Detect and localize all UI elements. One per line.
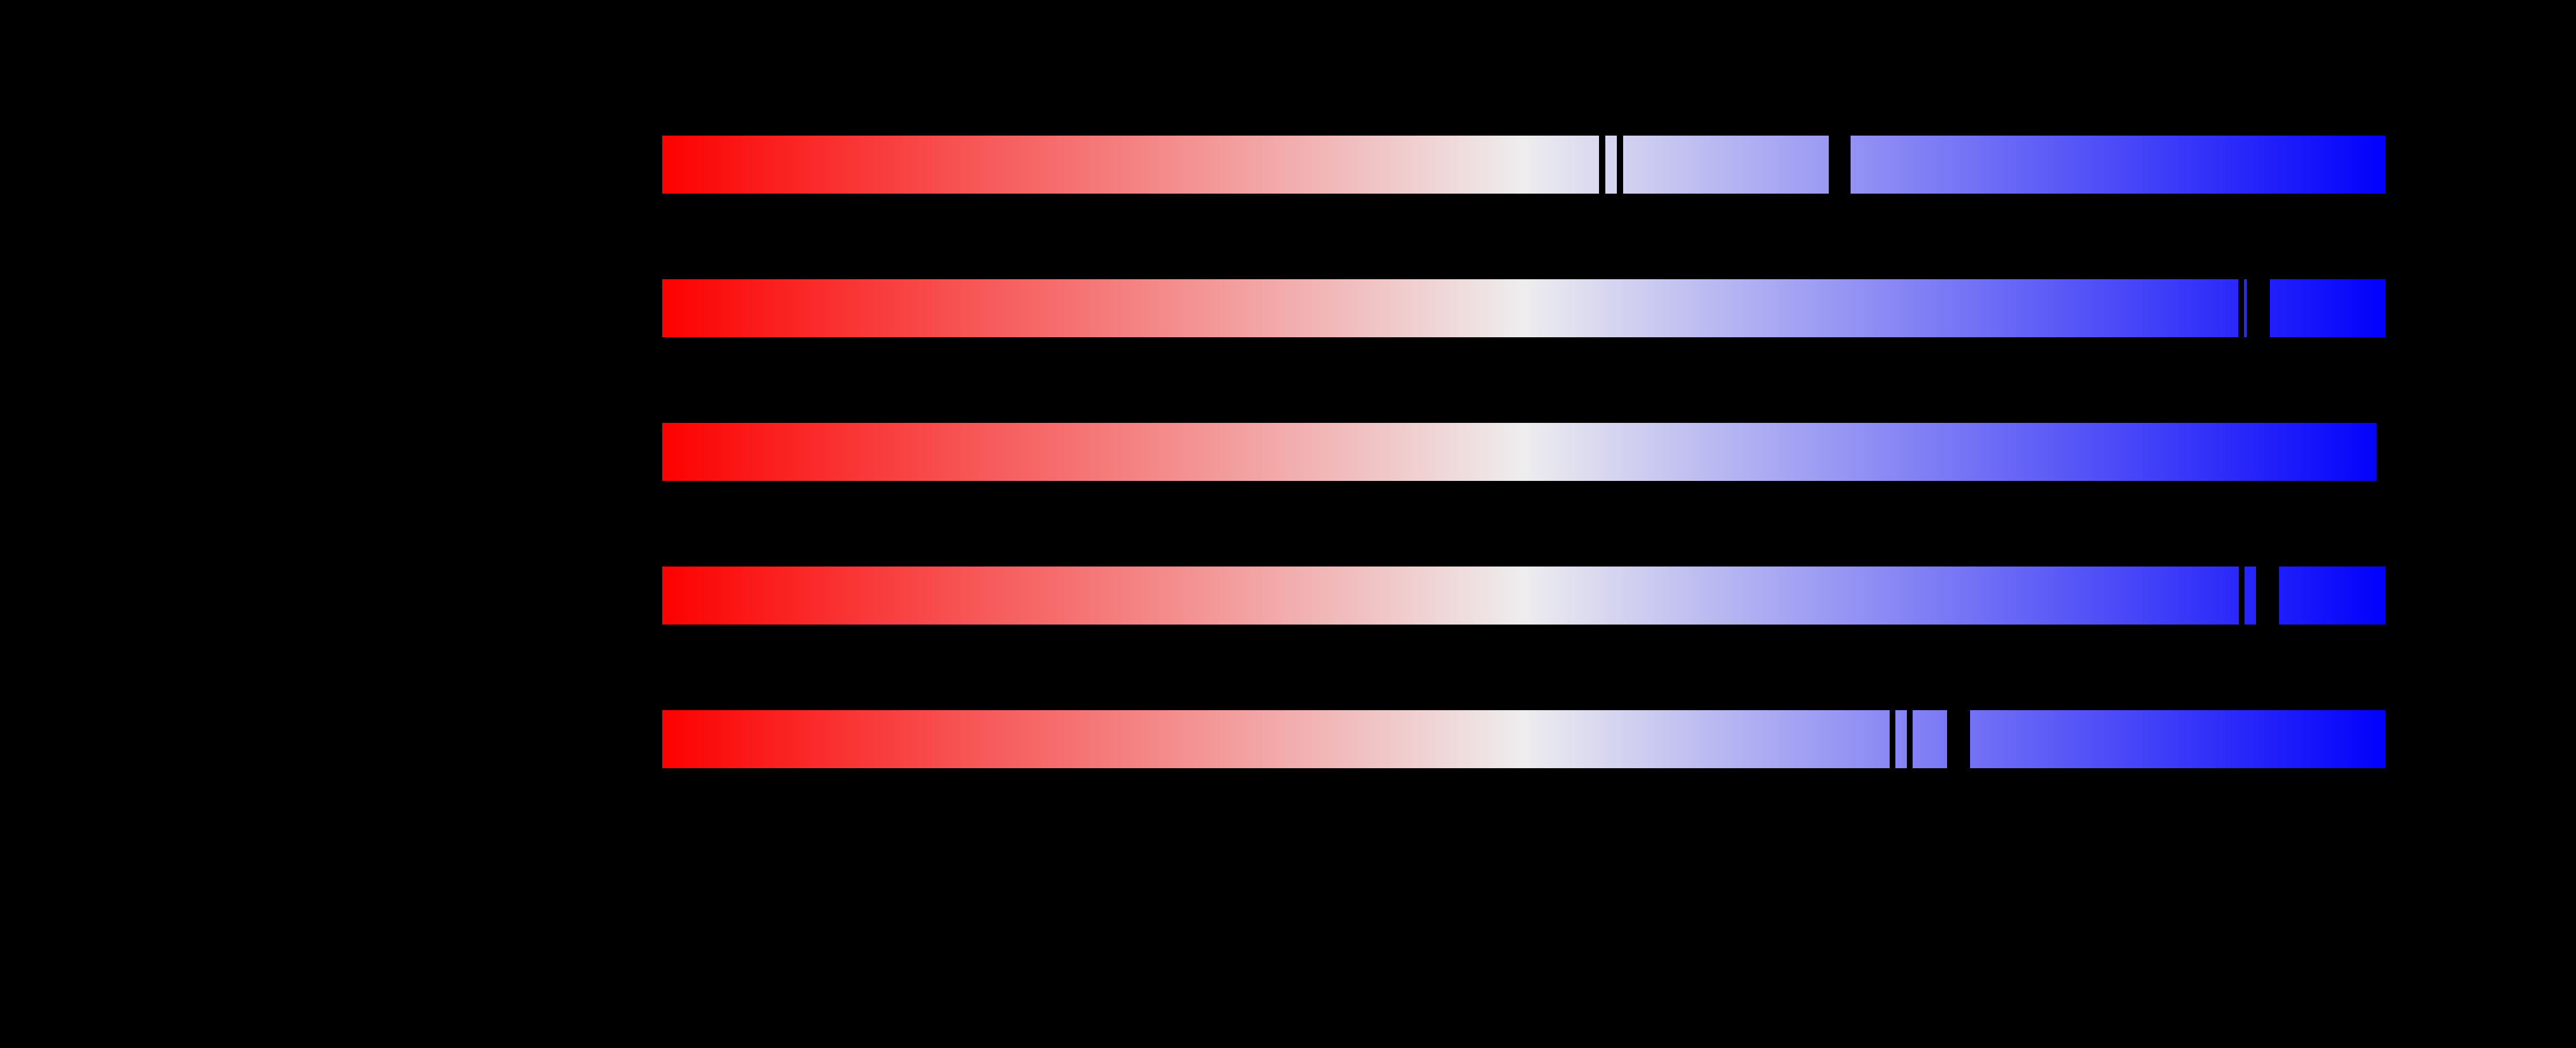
gradient-bar-row-1 (662, 136, 2385, 194)
gradient-bar-row-4 (662, 567, 2385, 625)
thin-tick-mark (1890, 710, 1895, 768)
wide-tick-mark (1947, 710, 1970, 768)
wide-tick-mark (2256, 567, 2279, 625)
thin-tick-mark (2238, 279, 2244, 337)
wide-tick-mark (1829, 136, 1851, 194)
gradient-bar-row-5 (662, 710, 2385, 768)
thin-tick-mark (1599, 136, 1605, 194)
thin-tick-mark (1907, 710, 1913, 768)
thin-tick-mark (2239, 567, 2245, 625)
gradient-bar-row-3 (662, 423, 2377, 481)
thin-tick-mark (1617, 136, 1623, 194)
wide-tick-mark (2247, 279, 2270, 337)
gradient-bar-row-2 (662, 279, 2385, 337)
